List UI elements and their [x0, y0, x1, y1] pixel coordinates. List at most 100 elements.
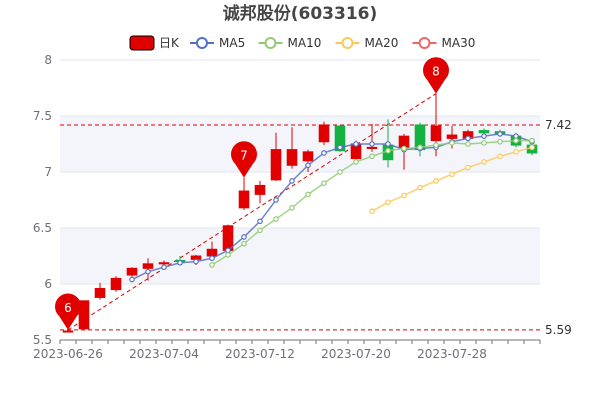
legend-item[interactable]: MA10: [258, 36, 322, 50]
legend-item[interactable]: 日K: [129, 35, 180, 51]
candle-body: [110, 277, 122, 291]
candle: [302, 149, 314, 172]
candle: [110, 276, 122, 292]
ma5-point: [369, 141, 375, 147]
legend-candle-icon: [129, 35, 155, 51]
candle-body: [126, 267, 138, 276]
ma10-point: [273, 216, 279, 222]
legend-label: MA20: [365, 36, 399, 50]
ma10-point: [529, 137, 535, 144]
candle-body: [94, 287, 106, 298]
legend-label: MA10: [288, 36, 322, 50]
ma20-point: [449, 171, 455, 178]
mark-line-label: 7.42: [545, 118, 572, 132]
ma5-point: [465, 135, 471, 142]
candle-body: [366, 146, 378, 149]
legend-item[interactable]: MA20: [335, 36, 399, 50]
ma5-point: [513, 133, 519, 139]
ma5-point: [321, 150, 327, 156]
mark-line-label: 5.59: [545, 323, 572, 337]
candle: [366, 123, 378, 152]
ma10-point: [353, 159, 359, 165]
candle-body: [142, 263, 154, 269]
ma5-point: [481, 133, 487, 139]
candle: [270, 132, 282, 181]
ma5-point: [129, 276, 135, 283]
ma5-point: [161, 264, 167, 271]
legend-circle-icon: [264, 37, 277, 49]
ma20-point: [497, 153, 503, 160]
candle-body: [78, 300, 90, 330]
ma5-point: [497, 131, 503, 137]
ma10-point: [257, 227, 263, 234]
candle: [286, 127, 298, 169]
ma5-point: [385, 141, 391, 147]
ma10-point: [225, 252, 231, 258]
ma20-point: [513, 149, 519, 155]
candle-body: [286, 149, 298, 166]
pin-icon: [55, 293, 81, 330]
ma20-point: [433, 178, 439, 184]
moving-averages: [129, 131, 535, 283]
ma10-point: [497, 138, 503, 145]
legend-circle-icon: [418, 37, 431, 49]
ma10-point: [289, 205, 295, 211]
candle: [78, 300, 90, 330]
ma10-point: [337, 169, 343, 175]
legend-item[interactable]: MA30: [412, 36, 476, 50]
ma10-point: [433, 142, 439, 148]
candle-body: [318, 124, 330, 143]
candle-body: [478, 130, 490, 134]
ma10-point: [513, 137, 519, 144]
candle: [238, 177, 250, 211]
pin-label: 7: [240, 149, 248, 163]
ma20-point: [465, 164, 471, 171]
candle-body: [238, 190, 250, 209]
ma10-point: [401, 145, 407, 152]
ma10-point: [417, 144, 423, 151]
legend-label: 日K: [159, 36, 180, 50]
ma20-point: [481, 159, 487, 165]
ma5-point: [305, 162, 311, 169]
ma5-point: [177, 259, 183, 266]
ma10-point: [305, 191, 311, 198]
x-tick-label: 2023-07-28: [417, 347, 487, 361]
y-axis: 5.5 6 6.5 7 7.5 8: [33, 53, 52, 347]
pin-label: 6: [64, 301, 72, 315]
mark-point-pin: 6: [55, 293, 81, 330]
candle-body: [334, 125, 346, 152]
ma5-point: [273, 197, 279, 203]
ma10-point: [321, 180, 327, 187]
candle-body: [446, 134, 458, 139]
x-tick-label: 2023-07-12: [225, 347, 295, 361]
ma10-point: [481, 140, 487, 146]
y-tick-label: 6: [44, 277, 52, 291]
mark-point-pin: 7: [230, 141, 257, 178]
y-tick-label: 7: [44, 165, 52, 179]
pin-label: 8: [432, 65, 440, 79]
legend-label: MA5: [219, 36, 245, 50]
ma10-point: [449, 140, 455, 146]
mark-lines: 7.42 5.59: [60, 93, 572, 337]
x-tick-label: 2023-07-04: [129, 347, 199, 361]
ma20-point: [529, 144, 535, 151]
candle: [254, 180, 266, 204]
candle: [318, 121, 330, 146]
ma5-point: [289, 178, 295, 184]
x-tick-label: 2023-07-20: [321, 347, 391, 361]
candle: [94, 282, 106, 300]
y-tick-label: 7.5: [33, 109, 52, 123]
legend-item[interactable]: MA5: [190, 36, 245, 50]
ma5-point: [337, 144, 343, 151]
legend[interactable]: 日K MA5 MA10 MA20 MA30: [129, 35, 476, 51]
trend-line: [67, 93, 437, 331]
pin-icon: [422, 57, 449, 94]
chart-title: 诚邦股份(603316): [223, 3, 378, 24]
candle: [126, 267, 138, 278]
candle-body: [430, 125, 442, 142]
y-tick-label: 8: [44, 53, 52, 67]
candle-body: [206, 248, 218, 257]
x-axis: 2023-06-26 2023-07-04 2023-07-12 2023-07-20…: [33, 339, 541, 361]
